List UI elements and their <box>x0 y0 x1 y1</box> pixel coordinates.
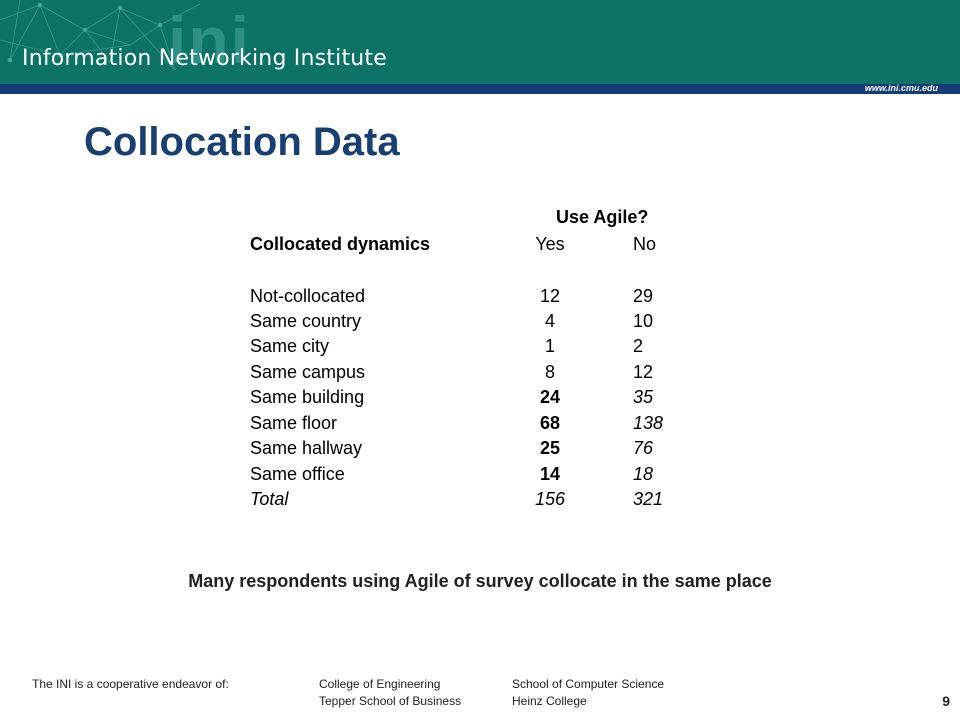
row-label: Same floor <box>250 413 338 433</box>
row-label: Same building <box>250 387 365 407</box>
page-number: 9 <box>942 693 950 709</box>
row-label: Same office <box>250 464 345 484</box>
footer-col1-line2: Tepper School of Business <box>319 694 462 708</box>
row-label: Same city <box>250 336 330 356</box>
row-no-value: 18 <box>633 464 654 484</box>
row-label: Not-collocated <box>250 286 366 306</box>
row-no-value: 10 <box>633 311 654 331</box>
table-label-header: Collocated dynamics <box>250 234 431 254</box>
row-no-value: 35 <box>633 387 654 407</box>
footer-intro: The INI is a cooperative endeavor of: <box>32 677 229 691</box>
summary-note: Many respondents using Agile of survey c… <box>188 571 772 591</box>
header-strip <box>0 84 960 94</box>
table-no-header: No <box>633 234 657 254</box>
row-yes-value: 24 <box>539 387 561 407</box>
row-yes-value: 8 <box>544 362 555 382</box>
row-label: Same country <box>250 311 362 331</box>
row-yes-value: 68 <box>539 413 561 433</box>
institute-name: Information Networking Institute <box>22 46 387 71</box>
row-yes-value: 12 <box>539 286 561 306</box>
row-no-value: 12 <box>633 362 654 382</box>
row-yes-value: 4 <box>544 311 555 331</box>
institute-url: www.ini.cmu.edu <box>864 83 938 93</box>
row-label: Same hallway <box>250 438 363 458</box>
footer-col1-line1: College of Engineering <box>319 677 441 691</box>
table-yes-header: Yes <box>535 234 565 254</box>
row-yes-value: 1 <box>544 336 555 356</box>
total-yes-value: 156 <box>534 489 566 509</box>
row-no-value: 138 <box>633 413 664 433</box>
total-label: Total <box>250 489 289 509</box>
header-banner: ini Information Networking Institute <box>0 0 960 84</box>
row-yes-value: 25 <box>539 438 561 458</box>
total-no-value: 321 <box>633 489 664 509</box>
row-no-value: 29 <box>633 286 654 306</box>
table-group-header: Use Agile? <box>556 207 649 227</box>
row-label: Same campus <box>250 362 366 382</box>
row-no-value: 2 <box>633 336 644 356</box>
network-graphic-icon <box>0 0 201 71</box>
row-yes-value: 14 <box>539 464 561 484</box>
slide-title: Collocation Data <box>84 120 400 164</box>
ini-logo: ini <box>168 3 251 77</box>
footer-col2-line2: Heinz College <box>512 694 587 708</box>
footer-col2-line1: School of Computer Science <box>512 677 665 691</box>
row-no-value: 76 <box>633 438 654 458</box>
